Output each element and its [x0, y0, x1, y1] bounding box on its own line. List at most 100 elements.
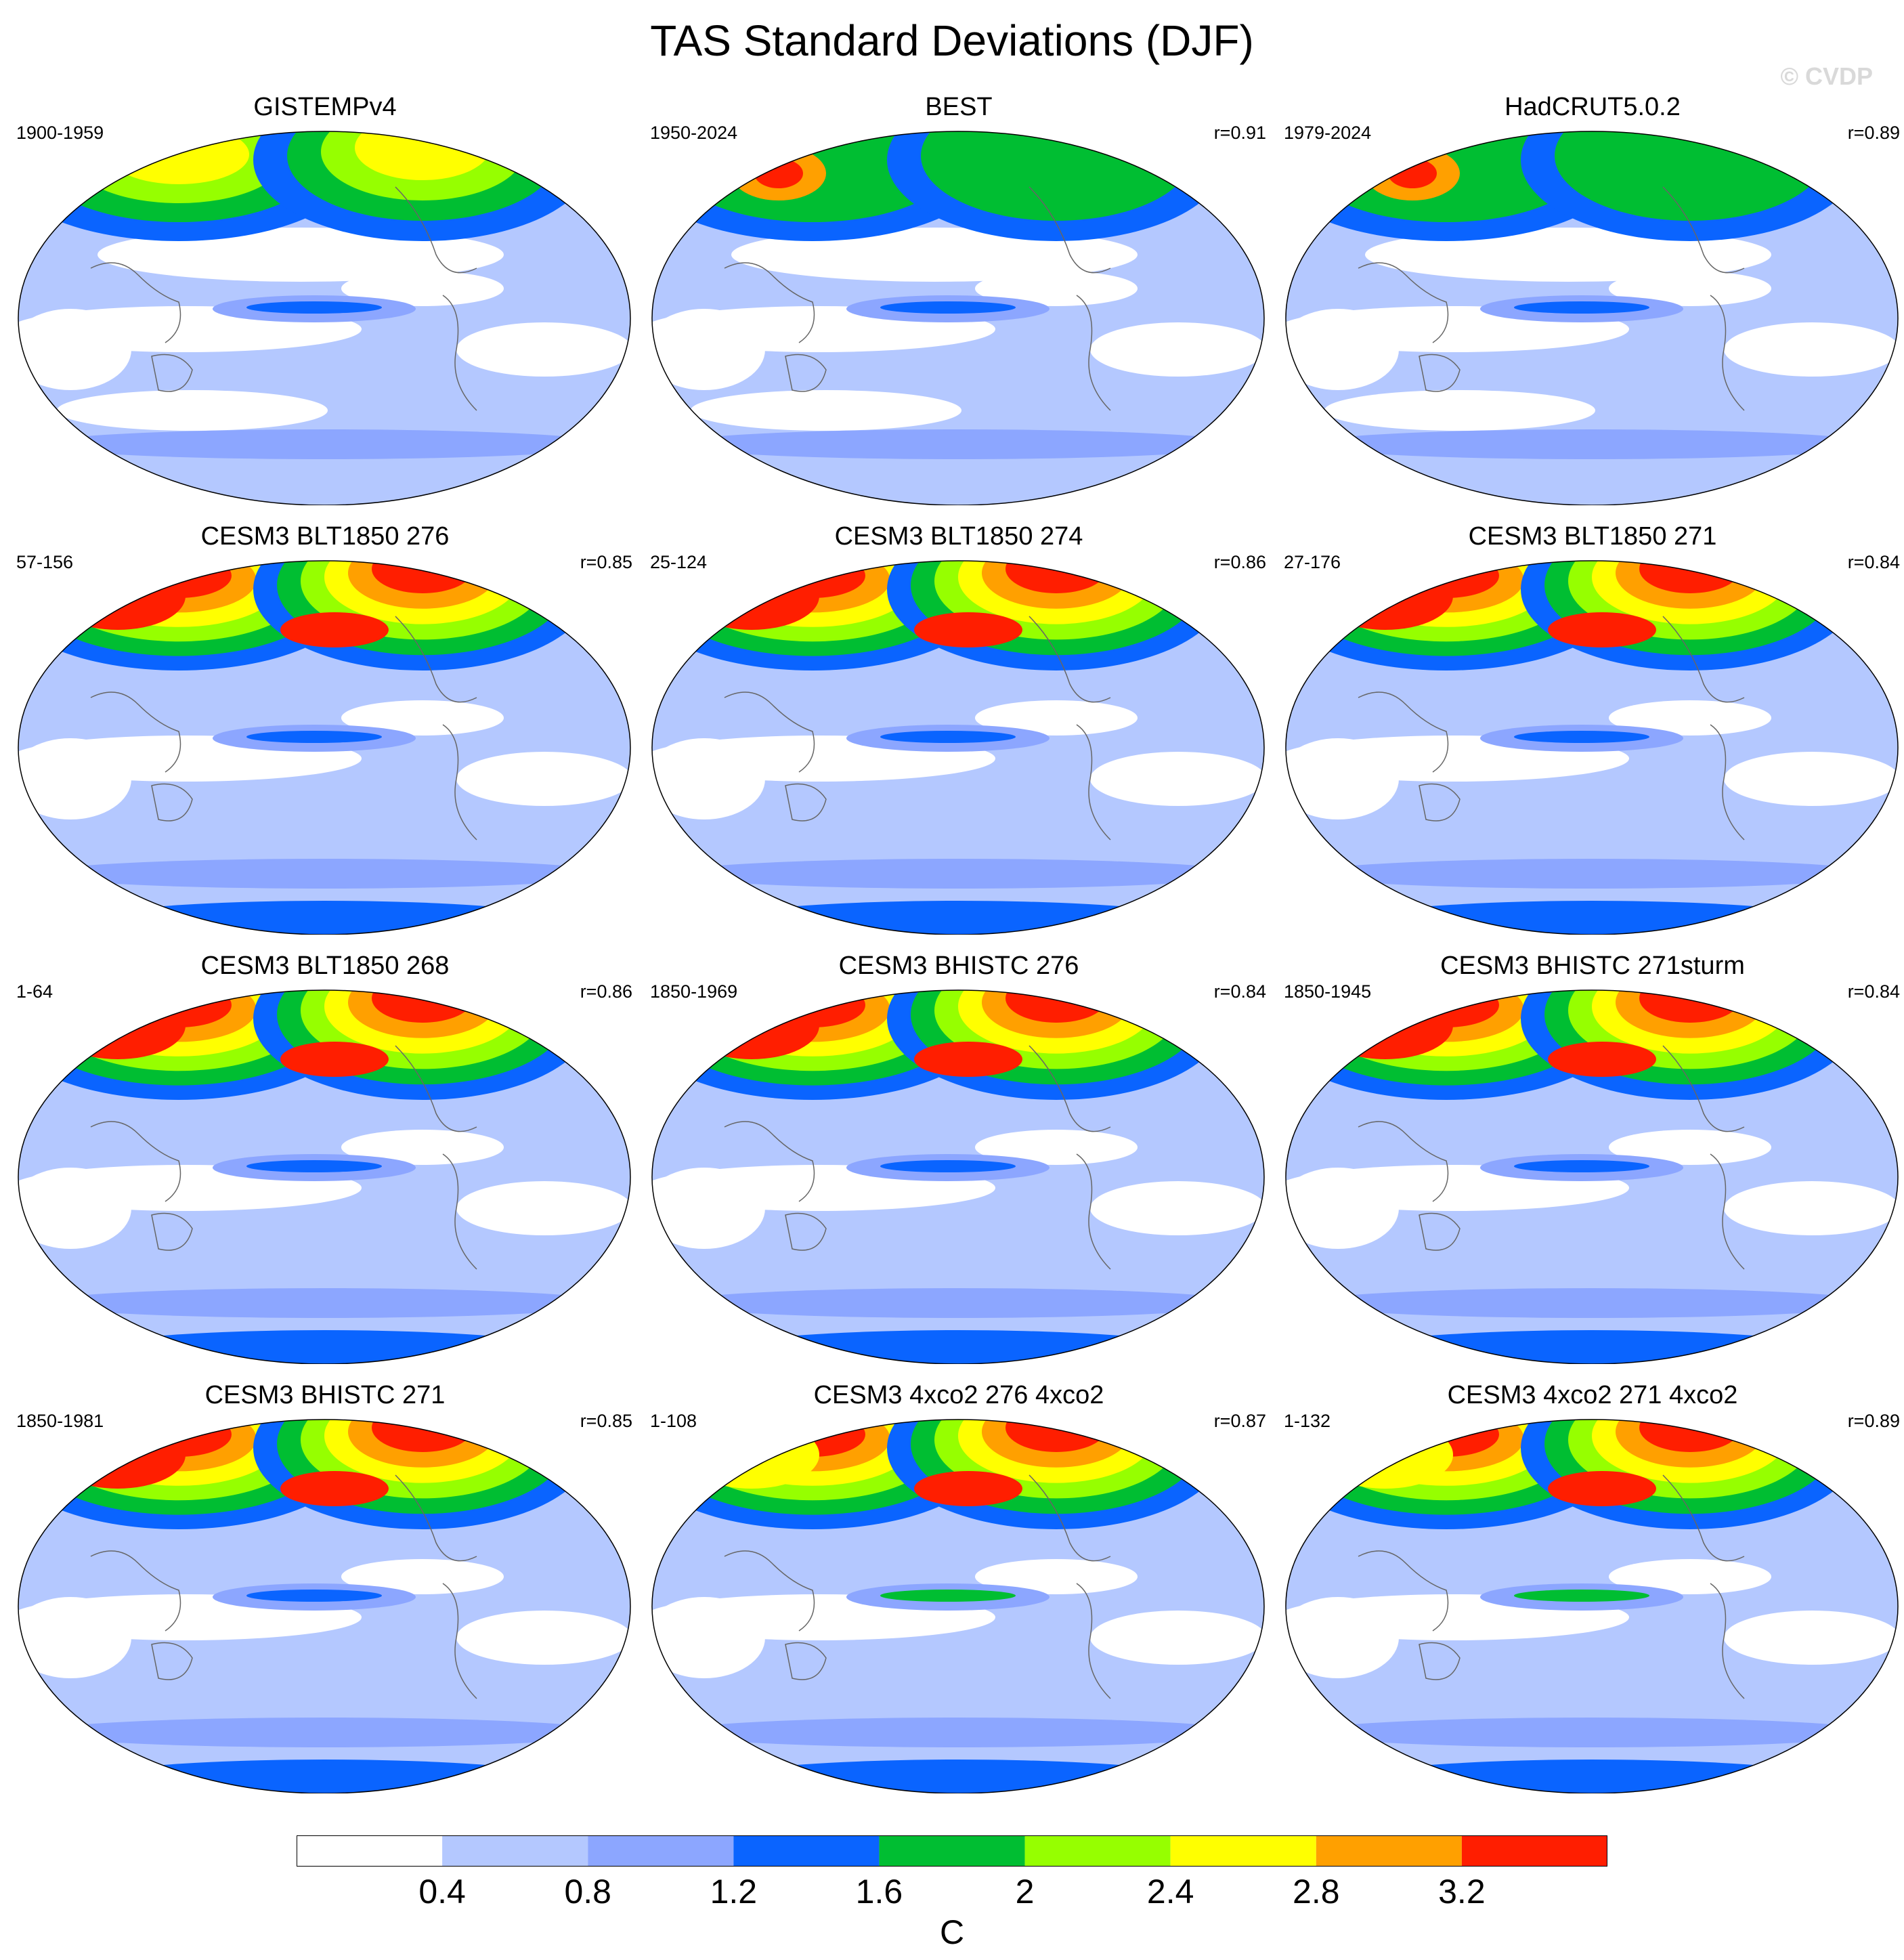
map-panel: BEST 1950-2024 r=0.91 [641, 92, 1277, 512]
low-var-band [1286, 1597, 1399, 1678]
colorbar-swatch [733, 1835, 880, 1867]
map-border [18, 1419, 631, 1793]
eurasia-max [684, 1421, 819, 1489]
southern-band [40, 429, 609, 459]
nh-variability [568, 990, 630, 1057]
low-var-band [456, 752, 630, 806]
nh-variability [1193, 561, 1264, 639]
coastline [90, 1474, 477, 1699]
map-svg [18, 131, 631, 505]
panel-title: CESM3 BHISTC 276 [838, 952, 1079, 980]
map-border [651, 131, 1265, 505]
nh-variability [1210, 1420, 1264, 1474]
panel-title: CESM3 4xco2 276 4xco2 [813, 1381, 1104, 1409]
eurasia-max [684, 562, 819, 630]
nh-variability [1555, 131, 1825, 221]
nh-variability [594, 990, 630, 1021]
low-var-band [652, 1597, 765, 1678]
eurasia-core [754, 158, 803, 188]
low-var-band [1090, 1181, 1264, 1235]
map-panel: CESM3 BHISTC 271 1850-1981 r=0.85 [7, 1380, 643, 1800]
coastline [724, 616, 1111, 840]
low-var-band [341, 271, 504, 306]
map-border [18, 560, 631, 935]
low-var-band [456, 322, 630, 377]
panel-title: CESM3 BLT1850 271 [1468, 522, 1717, 551]
low-var-band [1609, 1559, 1771, 1594]
colorbar-swatch [588, 1835, 734, 1867]
low-var-band [1286, 309, 1399, 390]
nh-variability [594, 561, 630, 592]
nh-variability [1861, 561, 1898, 592]
nh-variability [568, 1420, 630, 1486]
southern-band [674, 1718, 1242, 1747]
low-var-band [691, 390, 961, 431]
panel-period: 1-64 [16, 981, 53, 1002]
low-var-band [975, 700, 1138, 736]
low-var-band [652, 309, 765, 390]
coastline [724, 1045, 1111, 1270]
colorbar-tick-label: 2.4 [1146, 1873, 1194, 1911]
antarctic-band [1294, 1330, 1890, 1364]
coastline [724, 1474, 1111, 1699]
panel-period: 27-176 [1284, 552, 1341, 572]
enso-core [1514, 1590, 1649, 1602]
nh-variability [576, 561, 630, 616]
low-var-band [1724, 752, 1898, 806]
nh-variability [585, 1420, 630, 1463]
colorbar-swatch [1461, 1835, 1607, 1867]
nh-variability [1210, 561, 1264, 616]
southern-band [40, 859, 609, 889]
low-var-band [975, 1130, 1138, 1165]
southern-band [674, 1288, 1242, 1318]
southern-band [1307, 429, 1876, 459]
eurasia-max [1318, 992, 1453, 1059]
map-svg [651, 1419, 1265, 1793]
panel-correlation: r=0.86 [580, 981, 632, 1002]
eurasia-max [1318, 562, 1453, 630]
map-panel: CESM3 BLT1850 268 1-64 r=0.86 [7, 951, 643, 1371]
map-panel: GISTEMPv4 1900-1959 [7, 92, 643, 512]
map-svg [651, 989, 1265, 1364]
colorbar-tick-label: 0.8 [564, 1873, 611, 1911]
enso-core [1514, 301, 1649, 314]
panel-correlation: r=0.85 [580, 552, 632, 572]
nh-variability [1228, 1420, 1264, 1451]
nh-variability [1853, 1420, 1898, 1463]
coastline [1358, 1474, 1745, 1699]
na-max [280, 612, 389, 647]
panel-period: 1-108 [650, 1411, 697, 1431]
colorbar-swatch [1170, 1835, 1316, 1867]
nh-variability [559, 1420, 630, 1497]
southern-band [1307, 1288, 1876, 1318]
nh-variability [585, 990, 630, 1034]
map-svg [651, 131, 1265, 505]
nh-variability [1844, 990, 1898, 1045]
antarctic-band [1294, 901, 1890, 935]
nh-variability [1827, 561, 1898, 639]
low-var-band [975, 271, 1138, 306]
coastline [90, 1045, 477, 1270]
nh-variability [1210, 990, 1264, 1045]
panel-title: CESM3 BLT1850 276 [200, 522, 450, 551]
nh-variability [1836, 561, 1898, 627]
colorbar-swatch [297, 1835, 443, 1867]
colorbar-swatch [1024, 1835, 1171, 1867]
nh-variability [563, 131, 630, 206]
panel-period: 1850-1981 [16, 1411, 104, 1431]
map-svg [1285, 1419, 1899, 1793]
colorbar [297, 1835, 1607, 1867]
nh-variability [1193, 990, 1264, 1068]
map-panel: CESM3 BLT1850 274 25-124 r=0.86 [641, 521, 1277, 941]
panel-period: 1850-1969 [650, 981, 738, 1002]
nh-variability [355, 131, 490, 180]
colorbar-border [297, 1835, 1607, 1867]
colorbar-swatch [442, 1835, 588, 1867]
panel-correlation: r=0.87 [1213, 1411, 1266, 1431]
low-var-band [1286, 738, 1399, 819]
panel-title: GISTEMPv4 [253, 93, 397, 121]
eurasia-max [50, 992, 186, 1059]
nh-variability [1197, 131, 1264, 206]
low-var-band [652, 738, 765, 819]
nh-variability [1219, 990, 1264, 1034]
